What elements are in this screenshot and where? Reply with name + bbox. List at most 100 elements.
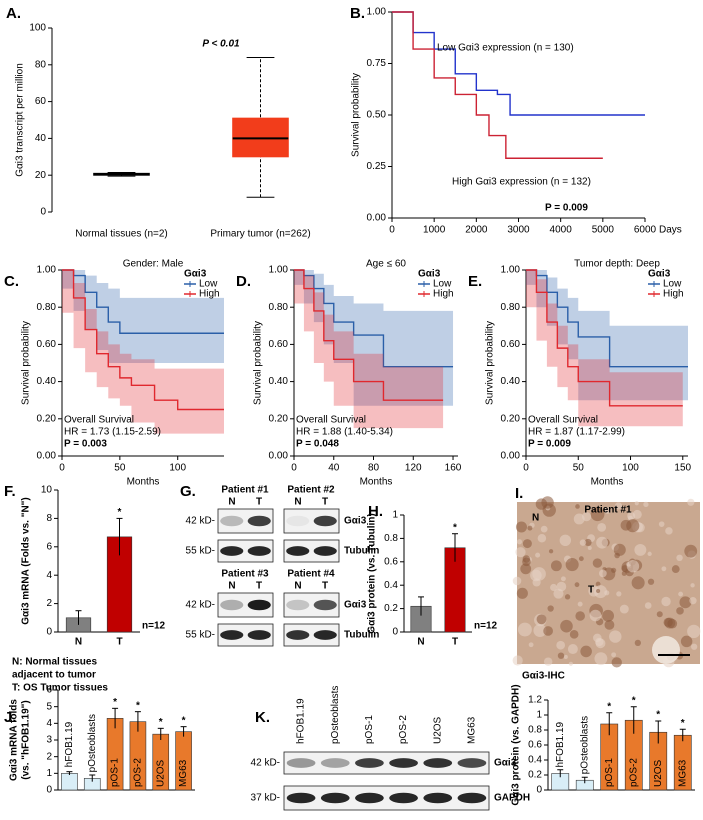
ihc-cell bbox=[560, 576, 566, 582]
y-axis-label: (vs. "hFOB1.19") bbox=[21, 700, 32, 780]
survival-curve bbox=[526, 269, 688, 368]
lane-label: T bbox=[322, 497, 328, 508]
ihc-cell bbox=[611, 652, 617, 658]
ihc-label: T bbox=[588, 585, 594, 596]
ihc-cell bbox=[661, 596, 671, 607]
y-tick-label: 0.8 bbox=[384, 533, 398, 544]
y-tick-label: 0.40 bbox=[269, 376, 289, 387]
category-label: hFOB1.19 bbox=[64, 721, 75, 767]
blot-band bbox=[313, 546, 337, 556]
ihc-caption: Gαi3-IHC bbox=[522, 671, 565, 682]
ihc-cell bbox=[593, 585, 607, 599]
y-tick-label: 1.00 bbox=[367, 7, 387, 18]
subtitle: Gender: Male bbox=[123, 259, 184, 270]
category-label: U2OS bbox=[155, 759, 166, 787]
ihc-cell bbox=[559, 534, 572, 547]
lane-label: N bbox=[294, 497, 301, 508]
category-label: pOsteoblasts bbox=[87, 714, 98, 772]
y-axis-label: Survival probability bbox=[351, 73, 362, 157]
protein-label: Tubulin bbox=[344, 630, 379, 641]
blot bbox=[283, 623, 340, 647]
ihc-cell bbox=[512, 576, 522, 586]
annotation: P = 0.009 bbox=[545, 203, 588, 214]
y-tick-label: 3 bbox=[46, 735, 52, 746]
ihc-cell bbox=[634, 501, 639, 506]
panel-label: G. bbox=[180, 483, 196, 500]
ihc-cell bbox=[550, 583, 558, 592]
blot-band bbox=[247, 546, 271, 556]
blot-band bbox=[313, 630, 337, 640]
ihc-cell bbox=[602, 609, 615, 622]
ihc-cell bbox=[520, 563, 532, 575]
lane-label: N bbox=[228, 497, 235, 508]
blot-band bbox=[355, 792, 384, 804]
legend-label: Low bbox=[199, 279, 218, 290]
category-label: hFOB1.19 bbox=[555, 721, 566, 767]
y-tick-label: 2 bbox=[46, 598, 52, 609]
y-tick-label: 0.6 bbox=[384, 556, 398, 567]
bar bbox=[61, 773, 78, 791]
panel-label: D. bbox=[236, 273, 251, 290]
annotation: Overall Survival bbox=[296, 415, 366, 426]
y-tick-label: 1 bbox=[46, 768, 52, 779]
ihc-cell bbox=[592, 558, 603, 568]
blot-band bbox=[313, 599, 337, 611]
ihc-cell bbox=[658, 521, 665, 527]
x-tick-label: 120 bbox=[405, 463, 422, 474]
blot bbox=[283, 539, 340, 563]
blot-band bbox=[286, 630, 310, 640]
annotation: HR = 1.88 (1.40-5.34) bbox=[296, 427, 393, 438]
y-tick-label: 0 bbox=[536, 785, 542, 796]
ihc-vessel bbox=[652, 636, 680, 664]
annotation: HR = 1.87 (1.17-2.99) bbox=[528, 427, 625, 438]
ihc-cell bbox=[563, 654, 568, 659]
ihc-cell bbox=[590, 507, 605, 522]
x-tick-label: 6000 bbox=[634, 225, 657, 236]
x-axis-label: Months bbox=[591, 477, 624, 488]
y-tick-label: 6 bbox=[46, 541, 52, 552]
survival-curve bbox=[392, 11, 645, 116]
ihc-cell bbox=[598, 569, 607, 578]
y-tick-label: 2 bbox=[46, 751, 52, 762]
significance: * bbox=[607, 701, 611, 712]
ihc-cell bbox=[634, 639, 641, 647]
y-tick-label: 0.40 bbox=[37, 376, 57, 387]
ihc-cell bbox=[587, 545, 592, 550]
subtitle: Tumor depth: Deep bbox=[574, 259, 660, 270]
y-tick-label: 4 bbox=[46, 570, 52, 581]
blot-band bbox=[247, 630, 271, 640]
blot-band bbox=[320, 758, 350, 768]
x-tick-label: 4000 bbox=[550, 225, 573, 236]
y-tick-label: 1.00 bbox=[501, 265, 521, 276]
legend-label: High bbox=[433, 289, 454, 300]
x-tick-label: 40 bbox=[328, 463, 340, 474]
survival-curve bbox=[392, 11, 603, 159]
lane-label: T bbox=[256, 497, 262, 508]
y-tick-label: 1 bbox=[536, 710, 542, 721]
y-tick-label: 1.00 bbox=[37, 265, 57, 276]
x-tick-label: 1000 bbox=[423, 225, 446, 236]
y-tick-label: 0.50 bbox=[367, 110, 387, 121]
lane-label: MG63 bbox=[467, 716, 478, 744]
y-tick-label: 0.75 bbox=[367, 58, 387, 69]
protein-label: Gαi3 bbox=[344, 516, 367, 527]
note: T: OS Tumor tissues bbox=[12, 683, 108, 694]
ihc-cell bbox=[564, 594, 571, 600]
marker-label: 42 kD- bbox=[186, 600, 215, 611]
ihc-title: Patient #1 bbox=[584, 505, 632, 516]
lane-label: pOsteoblasts bbox=[330, 686, 341, 744]
lane-label: T bbox=[256, 581, 262, 592]
ihc-cell bbox=[540, 525, 548, 533]
y-tick-label: 0.25 bbox=[367, 161, 387, 172]
blot-band bbox=[220, 546, 244, 556]
significance: * bbox=[453, 522, 457, 533]
panel-label: B. bbox=[350, 5, 365, 22]
survival-curve bbox=[62, 269, 224, 411]
ihc-cell bbox=[690, 583, 695, 588]
annotation: Overall Survival bbox=[528, 415, 598, 426]
y-axis-label: Gαi3 mRNA folds bbox=[9, 699, 20, 781]
x-tick-label: 100 bbox=[622, 463, 639, 474]
ihc-cell bbox=[611, 657, 622, 668]
marker-label: 42 kD- bbox=[251, 758, 280, 769]
panel-label: F. bbox=[4, 483, 16, 500]
